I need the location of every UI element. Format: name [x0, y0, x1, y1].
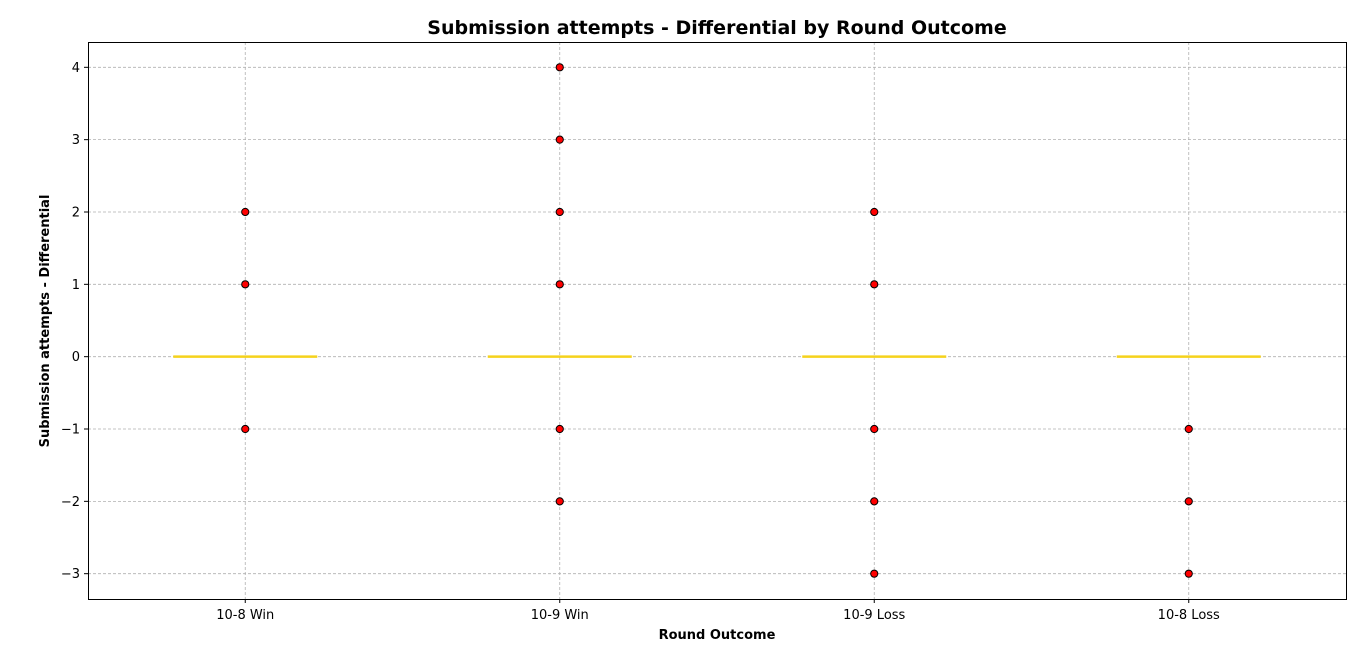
y-axis: −3 −2 −1 0 1 2 3 4: [61, 61, 88, 582]
x-tick-label: 10-8 Loss: [1158, 608, 1220, 623]
outlier-point: [555, 135, 564, 144]
outlier-point: [870, 569, 879, 578]
y-tick-label: 4: [72, 61, 80, 76]
x-axis: 10-8 Win 10-9 Win 10-9 Loss 10-8 Loss: [216, 599, 1220, 623]
outlier-point: [1184, 497, 1193, 506]
y-tick-label: 3: [72, 133, 80, 148]
x-tick-label: 10-9 Win: [531, 608, 589, 623]
outlier-point: [555, 280, 564, 289]
plot-area-frame: [88, 42, 1347, 600]
outlier-point: [555, 63, 564, 72]
outlier-point: [555, 207, 564, 217]
outlier-point: [870, 497, 879, 506]
y-tick-label: 2: [72, 205, 80, 220]
outlier-point: [870, 207, 879, 217]
y-tick-label: 1: [72, 278, 80, 293]
outlier-point: [555, 424, 564, 434]
y-tick-label: −3: [61, 567, 80, 582]
outlier-point: [1184, 424, 1193, 434]
outlier-point: [241, 207, 250, 217]
chart-title: Submission attempts - Differential by Ro…: [427, 17, 1006, 39]
outlier-point: [870, 424, 879, 434]
x-tick-label: 10-8 Win: [216, 608, 274, 623]
outlier-point: [555, 497, 564, 506]
outliers-layer: [241, 63, 1193, 578]
x-tick-label: 10-9 Loss: [843, 608, 905, 623]
grid-lines: [88, 42, 1346, 599]
y-tick-label: 0: [72, 350, 80, 365]
outlier-point: [870, 280, 879, 289]
outlier-point: [241, 280, 250, 289]
y-tick-label: −1: [61, 423, 80, 438]
outlier-point: [1184, 569, 1193, 578]
x-axis-title: Round Outcome: [659, 628, 776, 643]
y-axis-title: Submission attempts - Differential: [38, 195, 53, 448]
y-tick-label: −2: [61, 495, 80, 510]
outlier-point: [241, 424, 250, 434]
